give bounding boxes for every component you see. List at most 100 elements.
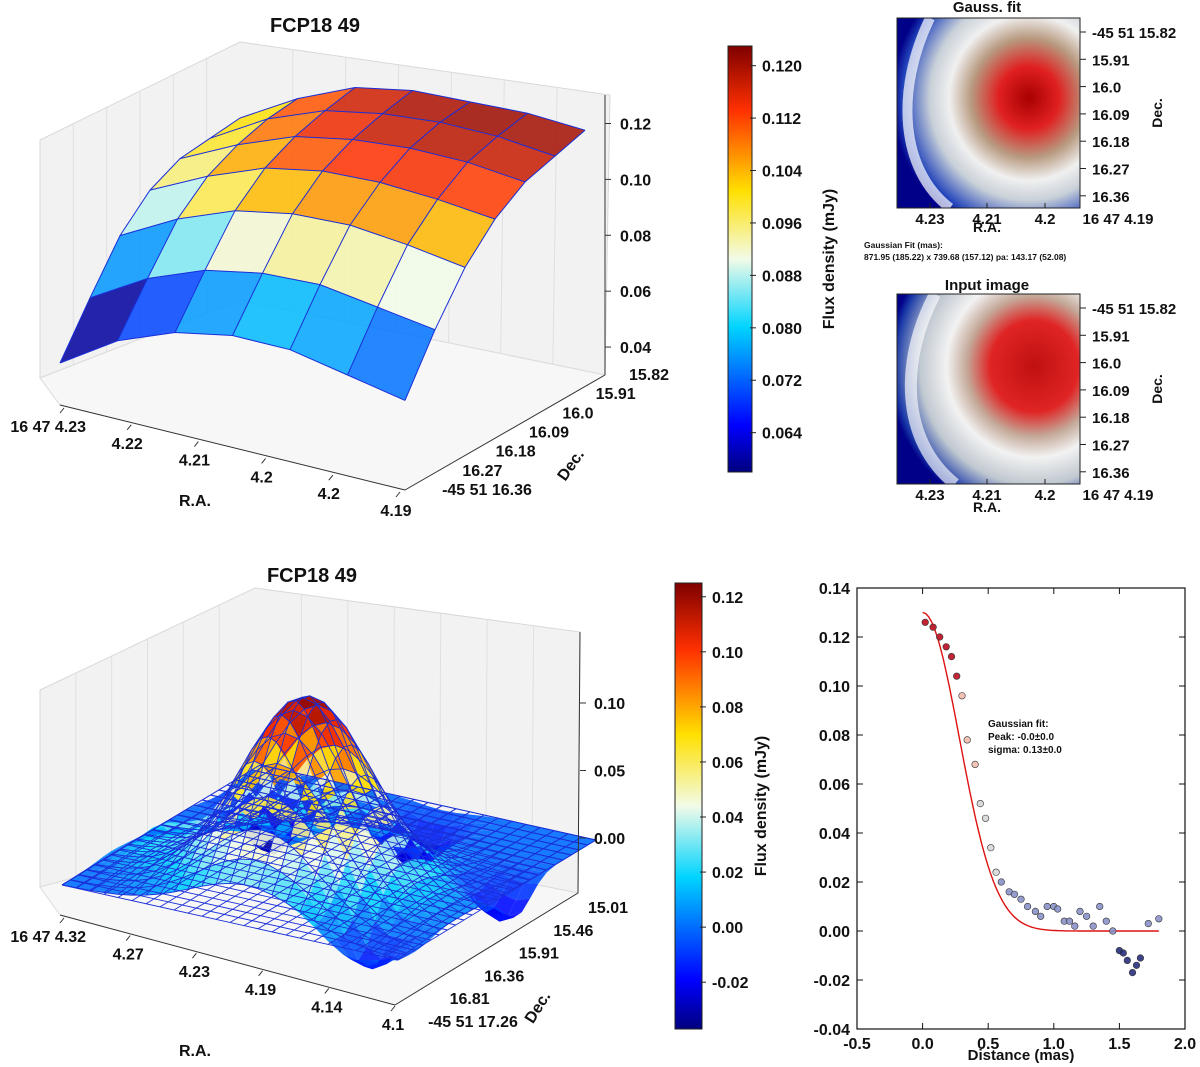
surface-patch	[408, 858, 431, 881]
dec-tick-label: 16.09	[1092, 107, 1130, 124]
surface-patch	[232, 273, 320, 350]
surface-patch	[437, 162, 525, 220]
wire-line	[89, 269, 436, 331]
data-point	[1054, 905, 1062, 913]
ra-tick-label: 4.2	[1035, 211, 1056, 228]
surface-patch	[290, 284, 378, 375]
input-image-panel: Input image 4.23 4.21 4.2 16 47 4.19 -45 51…	[896, 277, 1176, 515]
data-point	[1089, 922, 1097, 930]
ra-tick-label: 4.2	[1035, 487, 1056, 504]
dec-tick-label: 16.09	[529, 425, 569, 442]
data-point	[1023, 902, 1032, 911]
tick-mark	[258, 970, 263, 977]
panel-title: Input image	[945, 277, 1029, 294]
data-point	[1037, 912, 1045, 920]
dec-axis-label: Dec.	[1149, 374, 1165, 404]
x-tick-label: 1.0	[1043, 1036, 1065, 1053]
y-tick-label: 0.12	[819, 630, 850, 647]
ra-axis-label: R.A.	[179, 493, 211, 510]
surface-patch	[210, 98, 298, 139]
surface-patch	[231, 830, 254, 835]
data-point	[1065, 917, 1074, 925]
plot-area	[856, 587, 1186, 1030]
data-point	[1128, 968, 1137, 977]
frame	[896, 293, 1081, 485]
dec-axis-label: Dec.	[555, 447, 588, 484]
y-tick-label: 0.08	[819, 728, 850, 745]
surface-patch	[268, 715, 291, 743]
surface-patch	[430, 876, 453, 892]
ra-tick-label: 4.14	[311, 999, 342, 1016]
y-tick-label: 0.02	[819, 875, 850, 892]
data-point	[953, 672, 961, 680]
surface-patch	[328, 940, 351, 960]
dec-tick-label: 16.09	[1092, 383, 1130, 400]
surface-patch	[440, 101, 528, 137]
gauss-wire-line	[251, 769, 588, 846]
data-point	[1119, 949, 1127, 957]
colorbar-tick-label: 0.064	[762, 426, 802, 443]
ra-axis-line	[59, 914, 396, 1006]
surface-patch	[403, 921, 426, 939]
dec-tick-label: -45 51 15.82	[1092, 25, 1176, 42]
surface-patch	[202, 861, 225, 887]
surface-patch	[330, 884, 353, 935]
surface-patch	[188, 866, 211, 890]
panel-title: Gauss. fit	[953, 0, 1021, 16]
tick-mark	[194, 441, 199, 447]
data-point	[942, 643, 950, 651]
dec-tick-label: 15.91	[519, 946, 559, 963]
ra-tick-label: 4.1	[382, 1017, 404, 1034]
dec-tick-label: 15.91	[1092, 52, 1130, 69]
surface-patch	[491, 914, 514, 922]
ra-axis-label: R.A.	[179, 1043, 211, 1060]
z-tick-label: 0.05	[594, 764, 625, 781]
data-point	[1102, 917, 1110, 925]
colorbar-tick-label: 0.08	[712, 700, 743, 717]
tick-mark	[324, 988, 330, 994]
data-point	[1010, 890, 1019, 898]
wireframe	[61, 695, 597, 961]
y-tick-label: 0.10	[819, 679, 850, 696]
fit-peak: Peak: -0.0±0.0	[988, 732, 1055, 743]
surface-patch	[350, 182, 438, 245]
dec-axis-label: Dec.	[522, 989, 554, 1027]
ra-tick-label: 4.27	[113, 947, 144, 964]
dec-tick-label: 16.27	[1092, 438, 1130, 455]
surface-patch	[160, 877, 183, 894]
data-point	[981, 814, 990, 822]
surface-patch	[182, 852, 205, 878]
surface-patch	[320, 225, 408, 308]
dec-tick-label: 16.0	[1092, 80, 1121, 97]
dec-tick-label: 16.27	[1092, 162, 1130, 179]
tick-mark	[328, 474, 334, 481]
surface-patch	[473, 830, 496, 837]
dec-tick-label: -45 51 15.82	[1092, 301, 1176, 318]
ra-tick-label: 4.2	[318, 486, 340, 503]
ra-tick-label: 4.2	[250, 469, 272, 486]
tick-mark	[125, 935, 131, 941]
dec-tick-label: 16.18	[496, 444, 536, 461]
frame	[896, 17, 1081, 209]
surface-patch	[140, 875, 163, 888]
colorbar-tick-label: 0.080	[762, 321, 802, 338]
dec-tick-label: 15.91	[596, 386, 636, 403]
plot-title: FCP18 49	[267, 565, 357, 587]
surface-patch	[180, 118, 268, 159]
gauss-wire-line	[61, 882, 399, 960]
data-point	[1132, 961, 1141, 969]
wireframe	[59, 86, 586, 401]
surface-patch	[205, 210, 293, 274]
data-point	[1076, 907, 1084, 916]
colorbar-tick-label: 0.104	[762, 164, 802, 181]
data-point	[963, 736, 971, 744]
data-point	[987, 844, 995, 852]
z-tick-label: 0.00	[594, 831, 625, 848]
colorbar-tick-label: 0.096	[762, 216, 802, 233]
data-point	[976, 799, 984, 808]
colorbar-label: Flux density (mJy)	[753, 736, 770, 876]
fit-title: Gaussian fit:	[988, 719, 1049, 730]
surface-patch	[123, 837, 146, 859]
data-point	[929, 623, 937, 631]
dec-tick-label: -45 51 16.36	[442, 482, 532, 499]
